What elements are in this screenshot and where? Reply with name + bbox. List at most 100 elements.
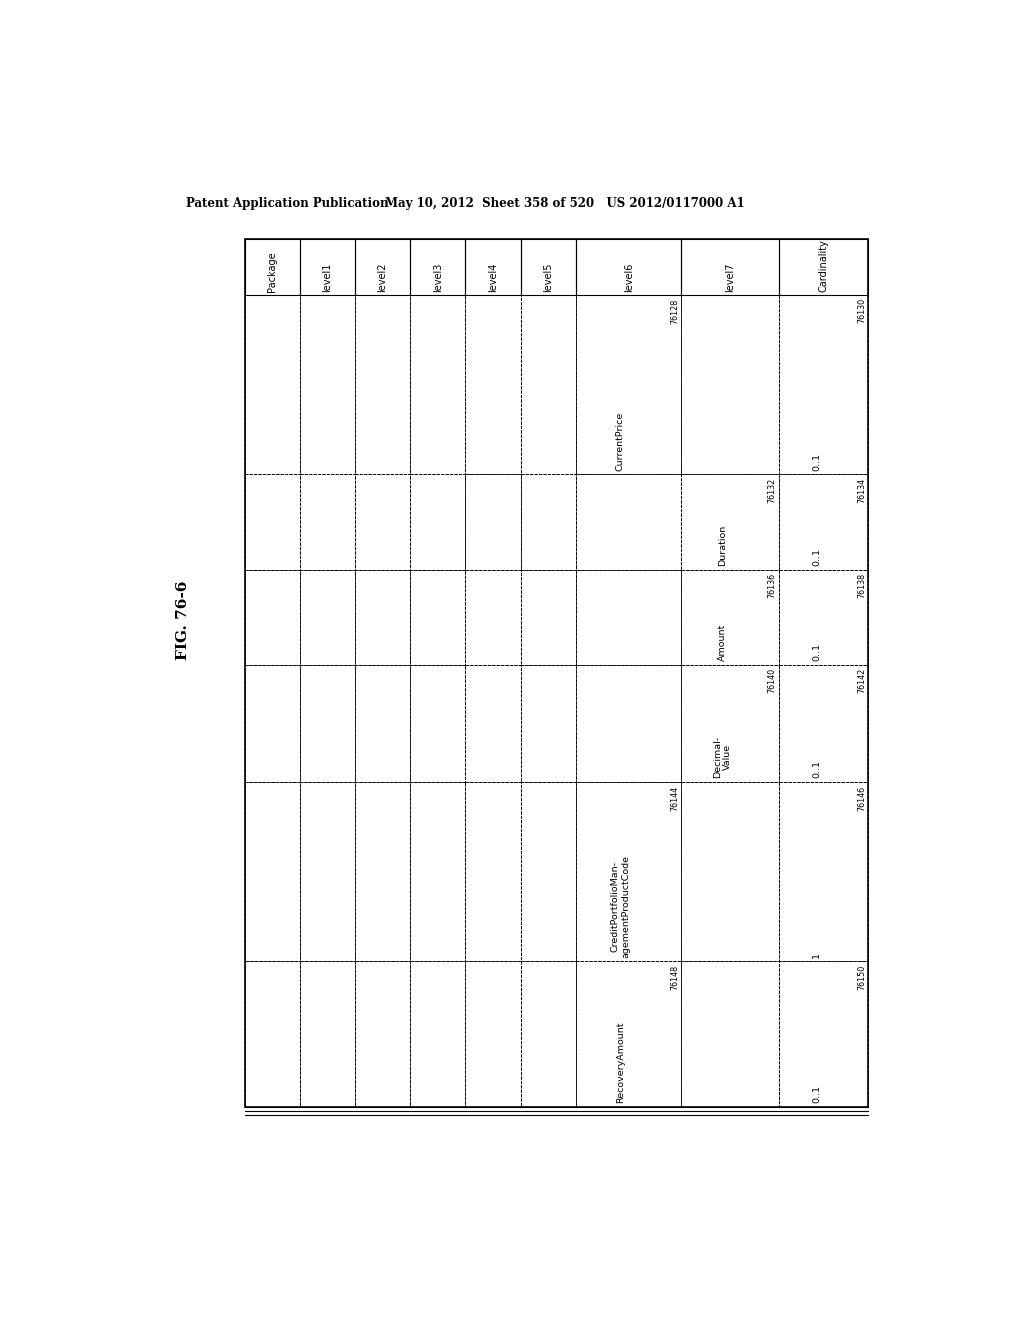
Text: CreditPortfolioMan-
agementProductCode: CreditPortfolioMan- agementProductCode [610,854,630,957]
Text: Decimal-
Value: Decimal- Value [713,737,732,779]
Text: CurrentPrice: CurrentPrice [615,412,625,470]
Bar [411,569,466,665]
Bar [411,474,466,569]
Bar [245,665,300,783]
Bar [520,961,575,1107]
Bar [300,961,355,1107]
Text: 76150: 76150 [857,965,866,990]
Text: 76146: 76146 [857,785,866,810]
Bar [411,783,466,961]
Text: 76142: 76142 [857,668,866,693]
Bar [779,239,868,296]
Bar [575,569,681,665]
Bar [681,783,779,961]
Bar [300,296,355,474]
Text: 1: 1 [812,952,821,957]
Bar [575,783,681,961]
Text: 76140: 76140 [768,668,776,693]
Text: level1: level1 [323,263,333,292]
Bar [466,569,520,665]
Bar [300,665,355,783]
Bar [355,961,411,1107]
Text: 0..1: 0..1 [812,760,821,779]
Bar [466,665,520,783]
Text: Patent Application Publication: Patent Application Publication [186,197,388,210]
Text: 76128: 76128 [670,298,679,323]
Text: Package: Package [267,252,278,292]
Bar [355,239,411,296]
Bar [779,569,868,665]
Bar [779,961,868,1107]
Bar [575,665,681,783]
Bar [575,961,681,1107]
Bar [355,569,411,665]
Bar [779,296,868,474]
Bar [300,474,355,569]
Bar [411,961,466,1107]
Bar [245,569,300,665]
Bar [300,239,355,296]
Text: 76130: 76130 [857,298,866,323]
Text: 76148: 76148 [670,965,679,990]
Text: Duration: Duration [718,524,727,566]
Bar [466,961,520,1107]
Bar [300,783,355,961]
Bar [520,569,575,665]
Bar [520,296,575,474]
Bar [245,296,300,474]
Bar [520,783,575,961]
Bar [411,296,466,474]
Bar [681,239,779,296]
Bar [466,239,520,296]
Text: Cardinality: Cardinality [818,239,828,292]
Text: 76136: 76136 [768,573,776,598]
Text: 0..1: 0..1 [812,643,821,661]
Text: 0..1: 0..1 [812,1085,821,1104]
Text: 76138: 76138 [857,573,866,598]
Bar [466,474,520,569]
Text: 76134: 76134 [857,478,866,503]
Bar [575,239,681,296]
Bar [779,474,868,569]
Text: level6: level6 [624,263,634,292]
Text: level5: level5 [544,263,553,292]
Bar [520,474,575,569]
Text: 0..1: 0..1 [812,453,821,470]
Bar [681,296,779,474]
Bar [245,961,300,1107]
Text: RecoveryAmount: RecoveryAmount [615,1022,625,1104]
Bar [300,569,355,665]
Text: 76132: 76132 [768,478,776,503]
Bar [355,474,411,569]
Bar [681,665,779,783]
Bar [355,783,411,961]
Bar [245,474,300,569]
Text: level7: level7 [725,263,735,292]
Bar [245,239,868,1107]
Bar [681,961,779,1107]
Bar [355,665,411,783]
Bar [245,783,300,961]
Bar [575,296,681,474]
Text: level2: level2 [378,263,387,292]
Bar [681,474,779,569]
Text: level4: level4 [488,263,498,292]
Bar [466,296,520,474]
Bar [779,783,868,961]
Text: May 10, 2012  Sheet 358 of 520   US 2012/0117000 A1: May 10, 2012 Sheet 358 of 520 US 2012/01… [385,197,744,210]
Bar [411,665,466,783]
Text: level3: level3 [433,263,442,292]
Text: 0..1: 0..1 [812,548,821,566]
Bar [681,569,779,665]
Bar [520,665,575,783]
Bar [355,296,411,474]
Bar [520,239,575,296]
Text: Amount: Amount [718,623,727,661]
Text: 76144: 76144 [670,785,679,810]
Bar [575,474,681,569]
Bar [245,239,300,296]
Bar [466,783,520,961]
Text: FIG. 76-6: FIG. 76-6 [176,581,189,660]
Bar [411,239,466,296]
Bar [779,665,868,783]
